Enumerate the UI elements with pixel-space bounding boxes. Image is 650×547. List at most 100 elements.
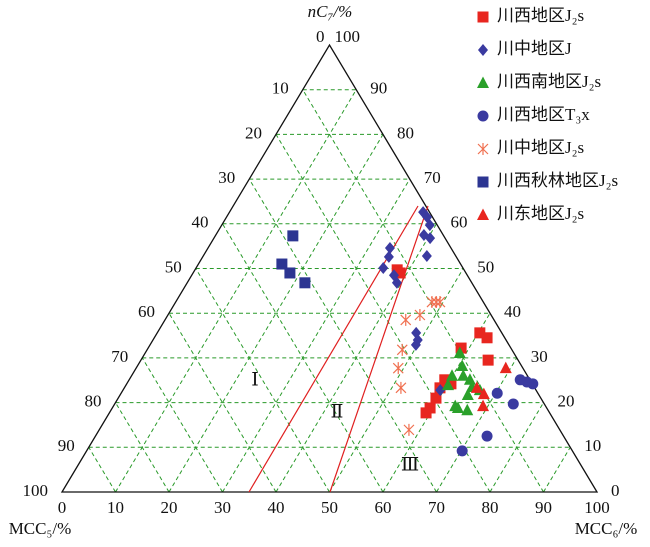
region-label: Ⅰ xyxy=(251,369,259,390)
point xyxy=(482,354,494,366)
top-tick-label: 50 xyxy=(477,257,494,276)
top-axis-title: nC₇/% xyxy=(308,2,353,21)
legend-label: 川西南地区J₂s xyxy=(497,72,601,91)
point xyxy=(424,219,435,232)
bottom-tick-label: 100 xyxy=(584,498,610,517)
legend-label: 川西秋林地区J₂s xyxy=(497,171,618,190)
point xyxy=(481,332,493,344)
point xyxy=(491,387,503,399)
legend-swatch xyxy=(477,176,489,188)
grid-line xyxy=(248,178,437,493)
left-tick-label: 100 xyxy=(23,481,49,500)
left-tick-label: 60 xyxy=(138,302,155,321)
point xyxy=(421,249,432,262)
point xyxy=(410,338,421,351)
boundary-line xyxy=(329,205,429,493)
point xyxy=(442,378,455,391)
top-tick-label: 60 xyxy=(451,213,468,232)
region-label: Ⅲ xyxy=(401,454,419,475)
point xyxy=(474,327,486,339)
legend-label: 川西地区T₃x xyxy=(497,105,590,124)
triangle-frame xyxy=(60,43,599,493)
bottom-tick-label: 20 xyxy=(161,498,178,517)
grid-line xyxy=(222,178,411,493)
grid-line xyxy=(195,268,330,493)
point xyxy=(455,342,467,354)
point xyxy=(430,392,442,404)
top-tick-label: 40 xyxy=(504,302,521,321)
grid-line xyxy=(275,223,437,493)
bottom-tick-label: 30 xyxy=(214,498,231,517)
point xyxy=(395,381,407,394)
bottom-tick-label: 0 xyxy=(58,498,67,517)
point xyxy=(477,399,490,412)
left-tick-label: 70 xyxy=(111,347,128,366)
point xyxy=(384,241,395,254)
region-label: Ⅱ xyxy=(331,401,344,422)
top-tick-label: 70 xyxy=(424,168,441,187)
point xyxy=(378,262,389,275)
point xyxy=(507,398,519,410)
legend-swatch xyxy=(478,44,488,56)
bottom-tick-label: 60 xyxy=(375,498,392,517)
point xyxy=(396,343,408,356)
point xyxy=(287,230,299,242)
legend-swatch xyxy=(477,143,489,155)
left-tick-label: 0 xyxy=(316,27,325,46)
grid-line xyxy=(88,447,116,493)
point xyxy=(456,359,469,371)
point xyxy=(284,267,296,279)
point xyxy=(426,296,438,309)
legend-label: 川中地区J₂s xyxy=(497,138,584,157)
grid-line xyxy=(329,268,464,493)
grid-line xyxy=(302,89,544,493)
point xyxy=(463,373,476,385)
point xyxy=(461,403,474,416)
grid-line xyxy=(543,447,571,493)
point xyxy=(439,374,451,386)
point xyxy=(470,381,483,393)
point xyxy=(414,308,426,321)
top-tick-label: 80 xyxy=(397,123,414,142)
legend-swatch xyxy=(477,110,489,122)
left-tick-label: 50 xyxy=(165,257,182,276)
legend-swatch xyxy=(477,208,489,220)
top-tick-label: 0 xyxy=(611,481,620,500)
legend-label: 川东地区J₂s xyxy=(497,204,584,223)
point xyxy=(435,384,446,397)
top-tick-label: 100 xyxy=(335,27,361,46)
legend-label: 川西地区J₂s xyxy=(497,6,584,25)
bottom-tick-label: 40 xyxy=(268,498,285,517)
point xyxy=(499,361,512,374)
point xyxy=(481,430,493,442)
left-tick-label: 40 xyxy=(192,213,209,232)
bottom-tick-label: 50 xyxy=(321,498,338,517)
point xyxy=(403,423,415,436)
point xyxy=(527,378,539,390)
point xyxy=(453,346,466,358)
point xyxy=(420,407,432,419)
top-tick-label: 90 xyxy=(370,79,387,98)
top-tick-label: 20 xyxy=(558,392,575,411)
point xyxy=(425,232,436,245)
point xyxy=(446,369,459,381)
point xyxy=(434,296,446,309)
bottom-tick-label: 10 xyxy=(107,498,124,517)
point xyxy=(276,258,288,270)
grid-line xyxy=(436,357,518,493)
left-axis-title: MCC₅/% xyxy=(9,519,72,538)
point xyxy=(449,399,462,412)
point xyxy=(299,277,311,289)
grid xyxy=(88,89,571,493)
point xyxy=(383,250,394,263)
left-tick-label: 80 xyxy=(85,392,102,411)
grid-line xyxy=(115,89,357,493)
top-tick-label: 30 xyxy=(531,347,548,366)
grid-line xyxy=(489,402,544,493)
point xyxy=(445,378,457,390)
bottom-tick-label: 80 xyxy=(482,498,499,517)
bottom-axis-title: MCC₆/% xyxy=(575,519,638,538)
top-tick-label: 10 xyxy=(584,436,601,455)
point xyxy=(456,445,468,457)
